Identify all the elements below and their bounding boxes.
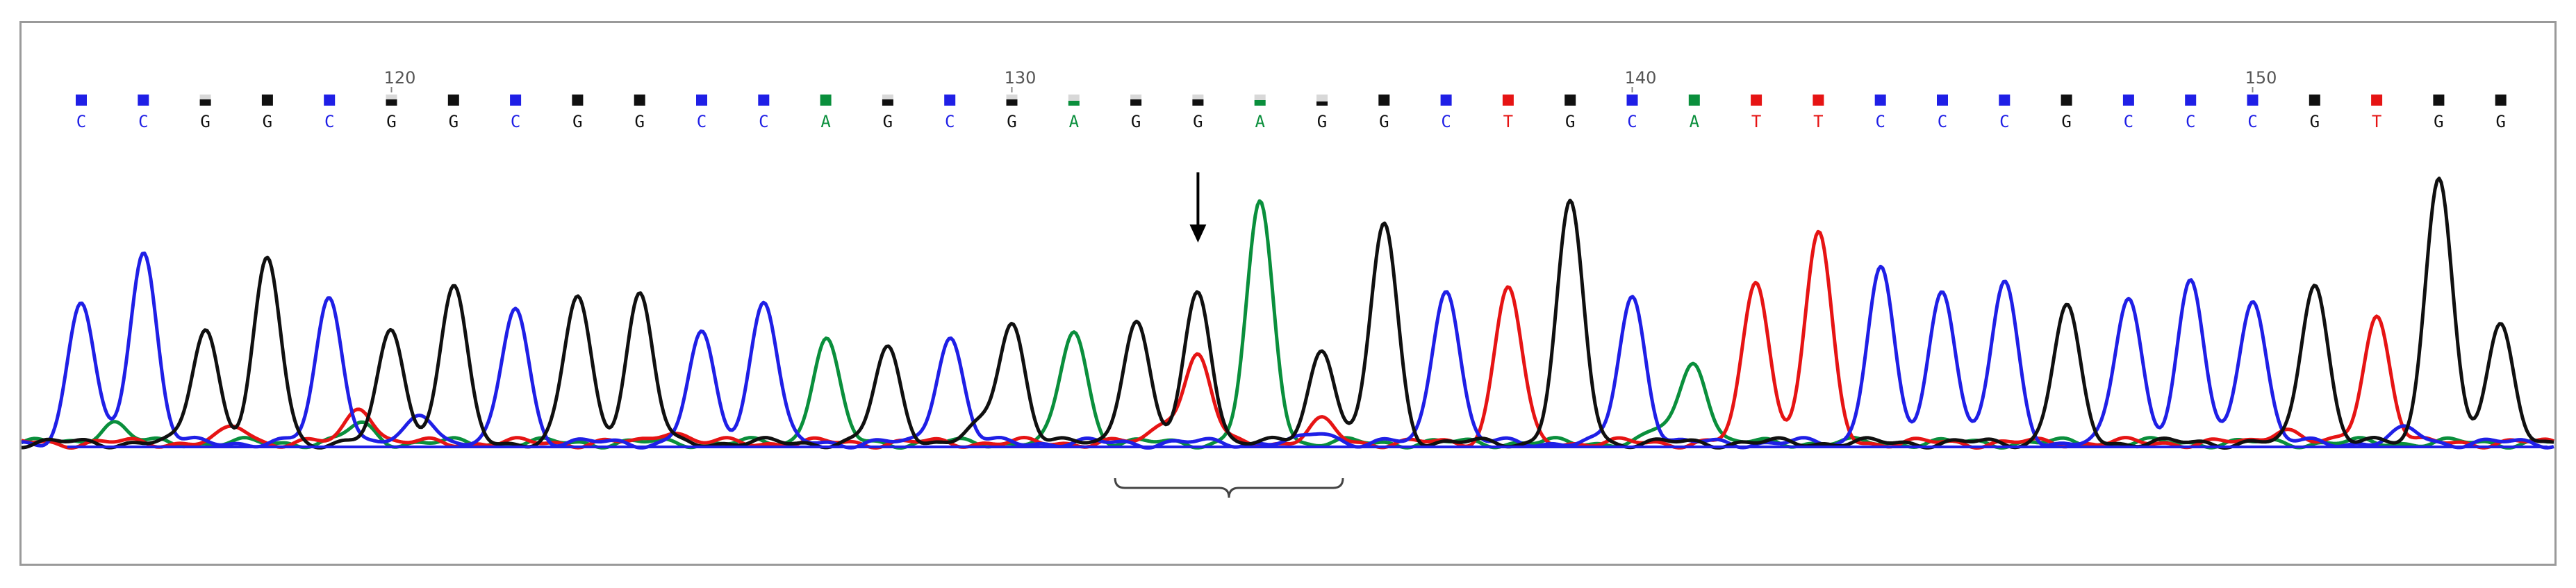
base-call-c: C bbox=[324, 112, 334, 131]
quality-marker bbox=[1502, 95, 1514, 106]
quality-marker-fill bbox=[882, 99, 893, 106]
base-call-c: C bbox=[1875, 112, 1885, 131]
base-call-a: A bbox=[1690, 112, 1700, 131]
base-call-g: G bbox=[449, 112, 459, 131]
base-call-c: C bbox=[697, 112, 707, 131]
quality-marker bbox=[2371, 95, 2383, 106]
position-ruler: 120 130 140 150 bbox=[384, 68, 2277, 92]
base-call-t: T bbox=[1503, 112, 1513, 131]
base-call-g: G bbox=[572, 112, 582, 131]
base-call-c: C bbox=[759, 112, 768, 131]
quality-marker bbox=[1440, 95, 1452, 106]
base-call-c: C bbox=[2124, 112, 2133, 131]
quality-marker bbox=[1937, 95, 1948, 106]
position-label: 120 bbox=[384, 68, 416, 88]
base-call-g: G bbox=[2495, 112, 2505, 131]
quality-marker bbox=[2433, 95, 2445, 106]
quality-marker bbox=[447, 95, 459, 106]
variant-arrow-head bbox=[1189, 224, 1207, 243]
base-call-g: G bbox=[634, 112, 644, 131]
base-call-c: C bbox=[1627, 112, 1637, 131]
base-call-a: A bbox=[820, 112, 831, 131]
quality-marker bbox=[1688, 95, 1700, 106]
annotation-layer bbox=[1114, 172, 1344, 498]
base-call-g: G bbox=[1379, 112, 1389, 131]
quality-marker bbox=[1378, 95, 1390, 106]
base-call-c: C bbox=[1441, 112, 1451, 131]
quality-marker bbox=[324, 95, 336, 106]
base-call-a: A bbox=[1069, 112, 1080, 131]
base-call-g: G bbox=[2434, 112, 2443, 131]
base-call-g: G bbox=[1317, 112, 1327, 131]
quality-marker-fill bbox=[1254, 100, 1266, 106]
base-call-c: C bbox=[1999, 112, 2009, 131]
quality-marker bbox=[1999, 95, 2011, 106]
base-call-g: G bbox=[1007, 112, 1016, 131]
quality-marker bbox=[758, 95, 770, 106]
base-call-c: C bbox=[511, 112, 520, 131]
trace-g bbox=[22, 177, 2554, 450]
quality-marker bbox=[696, 95, 707, 106]
quality-marker bbox=[1626, 95, 1638, 106]
base-call-g: G bbox=[1193, 112, 1203, 131]
position-label: 140 bbox=[1625, 68, 1657, 88]
quality-marker bbox=[510, 95, 522, 106]
base-call-t: T bbox=[1813, 112, 1823, 131]
base-call-c: C bbox=[138, 112, 148, 131]
base-call-c: C bbox=[76, 112, 86, 131]
quality-marker-fill bbox=[1006, 99, 1018, 106]
base-call-t: T bbox=[2372, 112, 2381, 131]
base-call-g: G bbox=[1565, 112, 1575, 131]
base-call-g: G bbox=[2061, 112, 2071, 131]
base-call-t: T bbox=[1751, 112, 1761, 131]
chromatogram-frame: 120 130 140 150 C C G G C G G C G G C C A G C G A G G A G G C T G C A… bbox=[19, 21, 2557, 566]
base-call-g: G bbox=[1131, 112, 1141, 131]
quality-marker bbox=[634, 95, 645, 106]
chromatogram-chart: 120 130 140 150 C C G G C G G C G G C C A G C G A G G A G G C T G C A… bbox=[22, 68, 2554, 498]
quality-marker bbox=[1874, 95, 1886, 106]
quality-marker bbox=[1564, 95, 1576, 106]
quality-marker-fill bbox=[386, 99, 397, 106]
quality-marker-fill bbox=[1192, 99, 1204, 106]
quality-marker-fill bbox=[1130, 99, 1142, 106]
base-call-c: C bbox=[1938, 112, 1947, 131]
quality-marker bbox=[2495, 95, 2507, 106]
region-bracket bbox=[1114, 477, 1344, 498]
quality-marker bbox=[2061, 95, 2072, 106]
quality-marker-fill bbox=[199, 99, 211, 106]
quality-marker bbox=[138, 95, 149, 106]
base-call-c: C bbox=[2247, 112, 2257, 131]
quality-marker bbox=[1751, 95, 1762, 106]
position-label: 150 bbox=[2245, 68, 2277, 88]
base-call-c: C bbox=[945, 112, 955, 131]
quality-marker bbox=[2309, 95, 2320, 106]
quality-marker-fill bbox=[1316, 101, 1328, 106]
position-label: 130 bbox=[1005, 68, 1037, 88]
quality-marker bbox=[572, 95, 584, 106]
quality-marker bbox=[2185, 95, 2197, 106]
quality-marker bbox=[76, 95, 87, 106]
trace-area bbox=[22, 177, 2554, 450]
base-call-a: A bbox=[1255, 112, 1265, 131]
quality-marker bbox=[261, 95, 273, 106]
quality-marker bbox=[820, 95, 832, 106]
base-call-g: G bbox=[386, 112, 396, 131]
base-call-g: G bbox=[2310, 112, 2320, 131]
trace-a bbox=[22, 199, 2554, 450]
quality-marker bbox=[2122, 95, 2134, 106]
quality-marker bbox=[944, 95, 956, 106]
base-call-g: G bbox=[263, 112, 272, 131]
trace-t bbox=[22, 229, 2554, 450]
quality-marker bbox=[1813, 95, 1824, 106]
quality-marker bbox=[2247, 95, 2259, 106]
base-call-c: C bbox=[2186, 112, 2195, 131]
base-call-g: G bbox=[200, 112, 210, 131]
base-call-g: G bbox=[883, 112, 893, 131]
quality-marker-fill bbox=[1068, 101, 1080, 106]
